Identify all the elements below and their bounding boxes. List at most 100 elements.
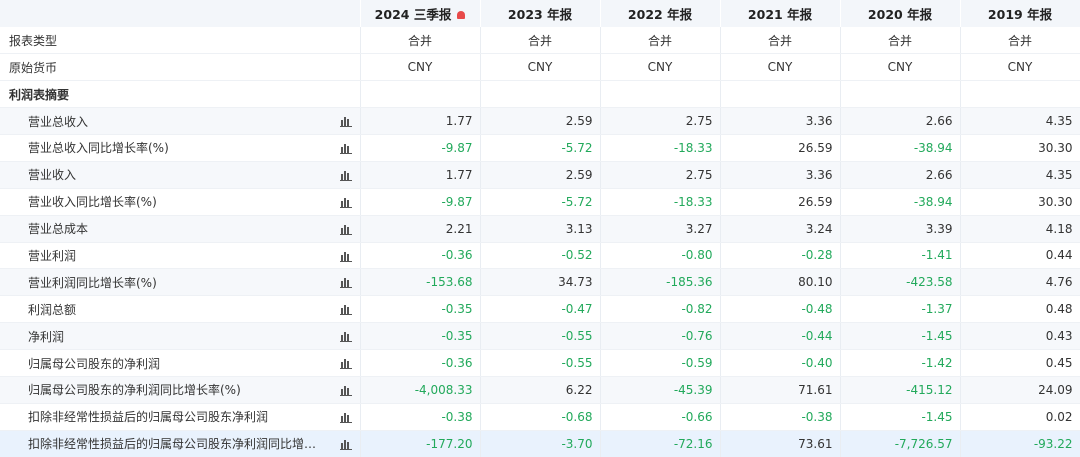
bar-chart-icon[interactable] bbox=[339, 276, 352, 289]
column-header[interactable]: 2023 年报 bbox=[480, 0, 601, 27]
table-row: 营业总成本 2.21 3.13 3.27 3.24 3.39 4.18 bbox=[0, 215, 1080, 243]
table-cell: -5.72 bbox=[480, 134, 601, 162]
table-cell: -0.82 bbox=[600, 295, 721, 324]
row-label-text: 净利润 bbox=[28, 329, 65, 344]
row-label: 报表类型 bbox=[0, 26, 361, 55]
table-row: 扣除非经常性损益后的归属母公司股东净利润同比增… -177.20 -3.70 -72.… bbox=[0, 430, 1080, 457]
table-cell: -177.20 bbox=[360, 430, 481, 457]
table-cell: -93.22 bbox=[960, 430, 1080, 457]
column-header[interactable]: 2021 年报 bbox=[720, 0, 841, 27]
table-cell: 0.43 bbox=[960, 322, 1080, 351]
table-row: 净利润 -0.35 -0.55 -0.76 -0.44 -1.45 0.43 bbox=[0, 322, 1080, 351]
table-cell: 4.18 bbox=[960, 215, 1080, 243]
row-label: 营业总收入 bbox=[0, 107, 361, 135]
row-label: 扣除非经常性损益后的归属母公司股东净利润同比增… bbox=[0, 430, 361, 457]
table-cell: -1.45 bbox=[840, 322, 961, 351]
row-label-text: 营业利润 bbox=[28, 248, 77, 263]
table-cell: -18.33 bbox=[600, 188, 721, 216]
bar-chart-icon[interactable] bbox=[339, 142, 352, 154]
table-cell: -38.94 bbox=[840, 188, 961, 216]
table-cell: 4.35 bbox=[960, 107, 1080, 135]
table-cell: -185.36 bbox=[600, 268, 721, 297]
row-label: 营业总成本 bbox=[0, 215, 361, 243]
table-cell: 30.30 bbox=[960, 188, 1080, 216]
bar-chart-icon[interactable] bbox=[339, 357, 352, 370]
row-label-text: 营业总收入 bbox=[28, 114, 89, 129]
column-header[interactable]: 2020 年报 bbox=[840, 0, 961, 27]
bar-chart-icon[interactable] bbox=[339, 438, 352, 450]
table-cell: -0.28 bbox=[720, 242, 841, 270]
column-header[interactable]: 2024 三季报 bbox=[360, 0, 481, 27]
bar-chart-icon[interactable] bbox=[339, 303, 352, 316]
table-cell bbox=[600, 80, 721, 109]
table-cell: CNY bbox=[480, 53, 601, 82]
table-cell: -1.37 bbox=[840, 295, 961, 324]
table-cell: 3.36 bbox=[720, 161, 841, 189]
bar-chart-icon[interactable] bbox=[339, 330, 352, 343]
table-cell: 0.44 bbox=[960, 242, 1080, 270]
row-label-text: 营业总成本 bbox=[28, 222, 89, 237]
table-cell: -0.38 bbox=[360, 403, 481, 431]
table-cell: 合并 bbox=[720, 26, 841, 55]
table-cell bbox=[840, 80, 961, 109]
row-label: 扣除非经常性损益后的归属母公司股东净利润 bbox=[0, 403, 361, 431]
row-label-text: 扣除非经常性损益后的归属母公司股东净利润同比增… bbox=[28, 437, 317, 452]
row-label-text: 营业收入同比增长率(%) bbox=[28, 195, 157, 210]
column-header[interactable]: 2019 年报 bbox=[960, 0, 1080, 27]
bar-chart-icon[interactable] bbox=[339, 169, 352, 181]
table-cell: 2.66 bbox=[840, 161, 961, 189]
table-cell: 3.13 bbox=[480, 215, 601, 243]
table-cell: CNY bbox=[600, 53, 721, 82]
table-cell: -72.16 bbox=[600, 430, 721, 457]
row-label-text: 营业利润同比增长率(%) bbox=[28, 275, 157, 290]
table-cell: -7,726.57 bbox=[840, 430, 961, 457]
row-label-text: 营业总收入同比增长率(%) bbox=[28, 141, 169, 156]
table-cell: -1.45 bbox=[840, 403, 961, 431]
row-label-text: 营业收入 bbox=[28, 168, 77, 183]
bar-chart-icon[interactable] bbox=[339, 384, 352, 396]
bell-icon[interactable] bbox=[457, 10, 466, 19]
table-cell: 2.59 bbox=[480, 107, 601, 135]
table-cell: 合并 bbox=[840, 26, 961, 55]
table-row: 利润总额 -0.35 -0.47 -0.82 -0.48 -1.37 0.48 bbox=[0, 295, 1080, 324]
table-cell: -0.47 bbox=[480, 295, 601, 324]
table-cell: 1.77 bbox=[360, 161, 481, 189]
table-cell: -45.39 bbox=[600, 376, 721, 404]
table-cell: CNY bbox=[360, 53, 481, 82]
bar-chart-icon[interactable] bbox=[339, 411, 352, 423]
row-label-text: 归属母公司股东的净利润 bbox=[28, 356, 161, 371]
bar-chart-icon[interactable] bbox=[339, 250, 352, 262]
table-cell: 2.21 bbox=[360, 215, 481, 243]
table-cell: -1.42 bbox=[840, 349, 961, 377]
table-row: 归属母公司股东的净利润同比增长率(%) -4,008.33 6.22 -45.39 71… bbox=[0, 376, 1080, 404]
table-cell: 3.27 bbox=[600, 215, 721, 243]
table-cell: CNY bbox=[960, 53, 1080, 82]
row-label: 归属母公司股东的净利润同比增长率(%) bbox=[0, 376, 361, 404]
table-cell: -0.66 bbox=[600, 403, 721, 431]
header-corner bbox=[0, 0, 361, 27]
table-cell: 1.77 bbox=[360, 107, 481, 135]
table-cell: -9.87 bbox=[360, 134, 481, 162]
table-cell: -1.41 bbox=[840, 242, 961, 270]
table-cell: 0.48 bbox=[960, 295, 1080, 324]
table-cell: -0.35 bbox=[360, 295, 481, 324]
row-label: 营业收入 bbox=[0, 161, 361, 189]
bar-chart-icon[interactable] bbox=[339, 223, 352, 235]
table-cell: 4.35 bbox=[960, 161, 1080, 189]
table-cell: -423.58 bbox=[840, 268, 961, 297]
table-cell: -0.48 bbox=[720, 295, 841, 324]
table-cell: CNY bbox=[720, 53, 841, 82]
column-header[interactable]: 2022 年报 bbox=[600, 0, 721, 27]
table-cell: CNY bbox=[840, 53, 961, 82]
bar-chart-icon[interactable] bbox=[339, 115, 352, 128]
bar-chart-icon[interactable] bbox=[339, 196, 352, 208]
table-cell: -9.87 bbox=[360, 188, 481, 216]
section-title: 利润表摘要 bbox=[0, 80, 361, 109]
table-row: 营业收入 1.77 2.59 2.75 3.36 2.66 4.35 bbox=[0, 161, 1080, 189]
table-cell: 2.75 bbox=[600, 161, 721, 189]
row-label: 营业利润 bbox=[0, 242, 361, 270]
section-row: 利润表摘要 bbox=[0, 80, 1080, 109]
table-row: 营业收入同比增长率(%) -9.87 -5.72 -18.33 26.59 -38.94 3… bbox=[0, 188, 1080, 216]
table-cell: 合并 bbox=[960, 26, 1080, 55]
